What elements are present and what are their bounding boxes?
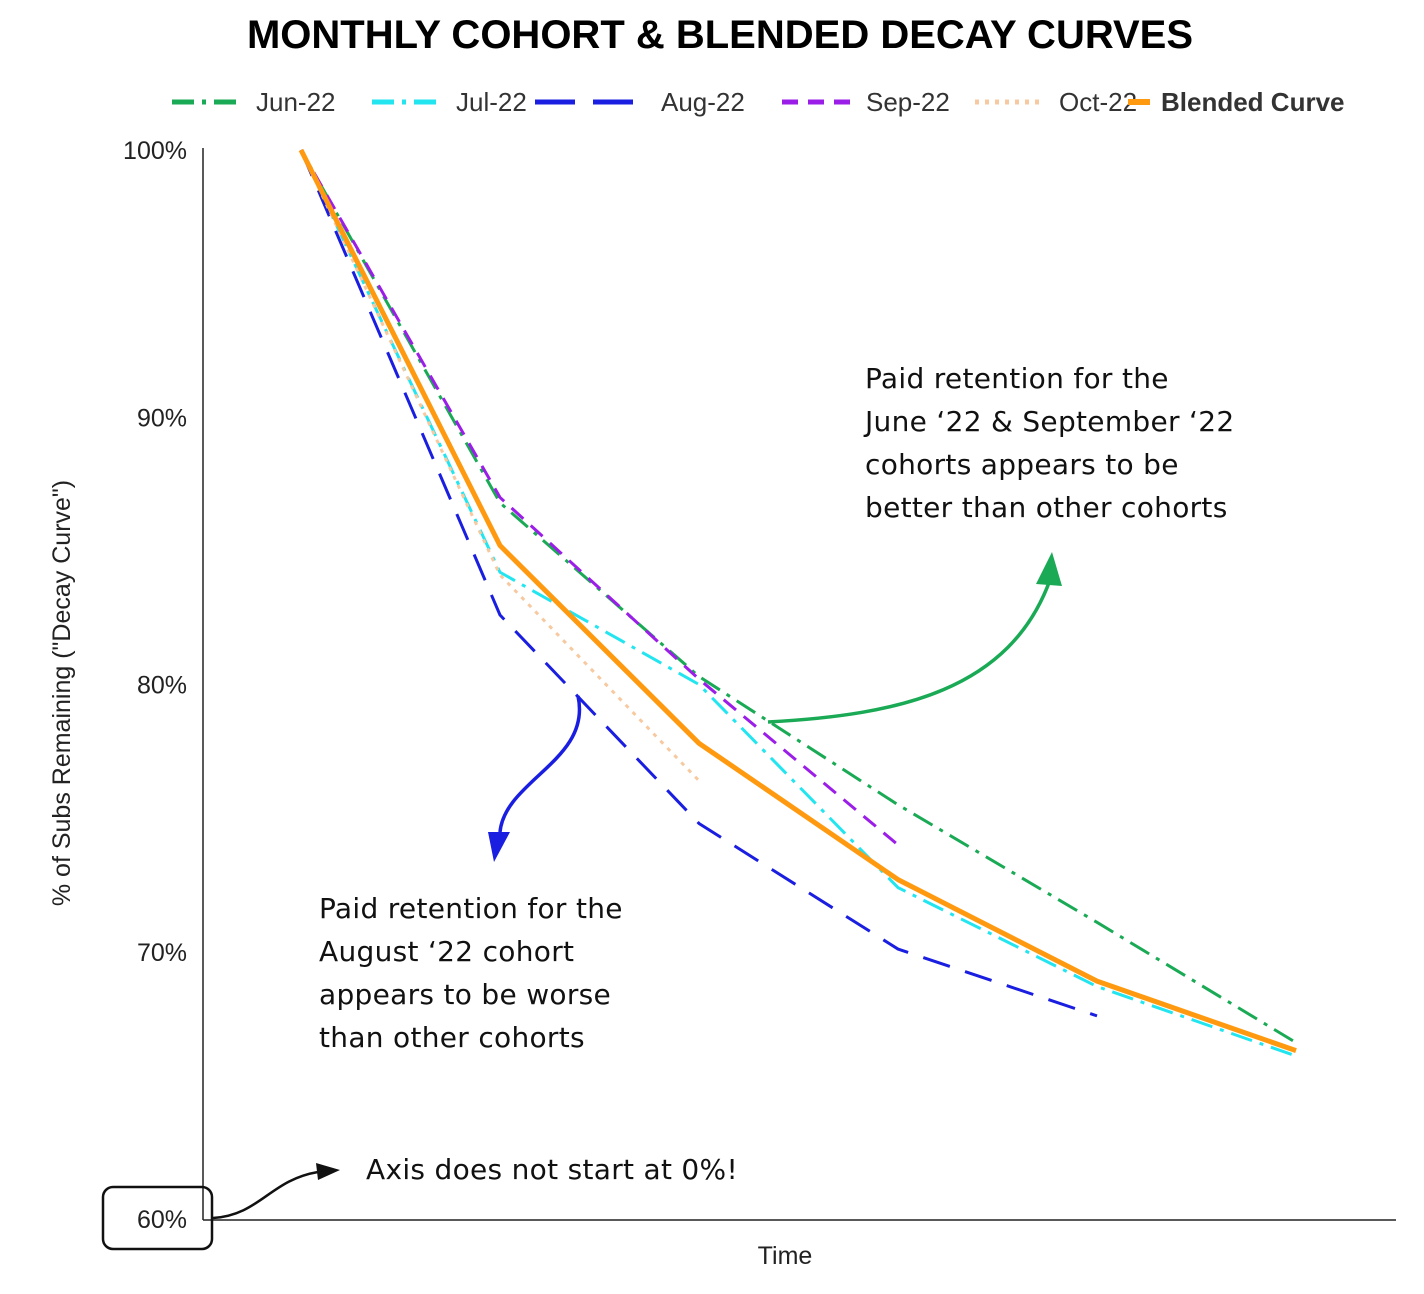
annotation-text: Axis does not start at 0%! [366, 1153, 738, 1186]
x-axis-label: Time [758, 1242, 813, 1270]
series-line-aug-22 [299, 149, 1098, 1018]
y-axis-label: % of Subs Remaining ("Decay Curve") [48, 480, 76, 906]
series-line-jul-22 [299, 149, 1297, 1058]
y-tick-label: 60% [137, 1206, 187, 1234]
annotation-text: appears to be worse [319, 978, 611, 1011]
black-annotation-arrow [212, 1170, 319, 1220]
annotation-text: than other cohorts [319, 1021, 585, 1054]
legend-label: Aug-22 [661, 87, 745, 117]
y-tick-label: 70% [137, 939, 187, 967]
green-arrow-head [1036, 552, 1062, 586]
blue-annotation-arrow [498, 695, 582, 833]
annotation-text: Paid retention for the [319, 892, 623, 925]
green-annotation-arrow [767, 579, 1052, 724]
annotation-text: better than other cohorts [865, 491, 1228, 524]
y-tick-labels: 100% 90% 80% 70% 60% [123, 137, 187, 1234]
blue-arrow-head [488, 832, 510, 862]
annotation-text: June ‘22 & September ‘22 [863, 405, 1234, 438]
annotation-text: Paid retention for the [865, 362, 1169, 395]
annotation-text: cohorts appears to be [865, 448, 1179, 481]
series-line-sep-22 [299, 149, 899, 847]
legend: Jun-22 Jul-22 Aug-22 Sep-22 Oct-22 Blended Cu… [172, 87, 1345, 117]
series-line-jun-22 [299, 149, 1297, 1044]
legend-label: Sep-22 [866, 87, 950, 117]
y-tick-label: 100% [123, 137, 187, 165]
legend-label: Jul-22 [456, 87, 527, 117]
series-lines [298, 148, 1297, 1058]
legend-label: Jun-22 [256, 87, 336, 117]
annotation-text: August ‘22 cohort [319, 935, 574, 968]
axis-start-highlight-box [101, 1185, 214, 1251]
annotations: Paid retention for the June ‘22 & Septemb… [319, 362, 1234, 1186]
y-tick-label: 80% [137, 672, 187, 700]
y-tick-label: 90% [137, 404, 187, 432]
legend-label: Blended Curve [1161, 87, 1345, 117]
black-arrow-head [316, 1163, 340, 1180]
legend-label: Oct-22 [1059, 87, 1137, 117]
series-line-oct-22 [299, 149, 701, 782]
series-line-blended-curve [298, 148, 1297, 1053]
chart-title: MONTHLY COHORT & BLENDED DECAY CURVES [247, 13, 1193, 57]
